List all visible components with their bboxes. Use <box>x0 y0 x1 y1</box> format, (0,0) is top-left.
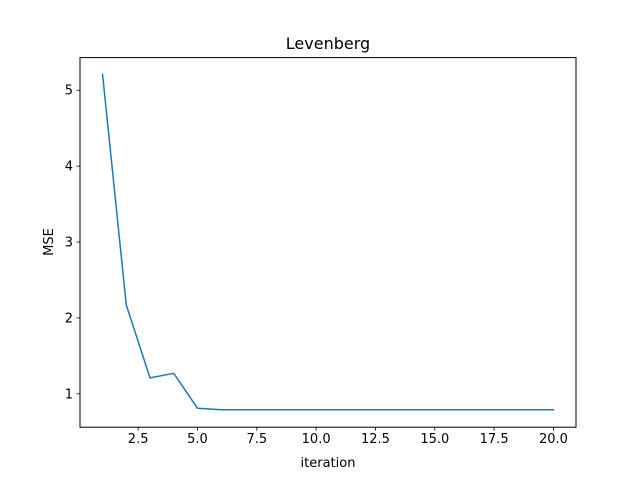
x-axis-label: iteration <box>301 456 356 471</box>
y-tick-label: 2 <box>65 311 73 326</box>
y-tick-label: 5 <box>65 84 73 99</box>
x-tick-label: 7.5 <box>246 432 267 447</box>
x-tick-label: 17.5 <box>480 432 509 447</box>
y-tick-label: 3 <box>65 236 73 251</box>
x-tick-label: 2.5 <box>128 432 149 447</box>
x-tick-label: 12.5 <box>361 432 390 447</box>
y-tick-label: 4 <box>65 160 73 175</box>
chart-title: Levenberg <box>286 34 370 53</box>
series-line-1 <box>101 73 555 411</box>
y-axis-label: MSE <box>42 228 57 256</box>
x-tick-label: 10.0 <box>302 432 331 447</box>
y-tick-label: 1 <box>65 387 73 402</box>
x-tick-label: 5.0 <box>187 432 208 447</box>
x-tick-label: 15.0 <box>420 432 449 447</box>
x-tick-label: 20.0 <box>539 432 568 447</box>
